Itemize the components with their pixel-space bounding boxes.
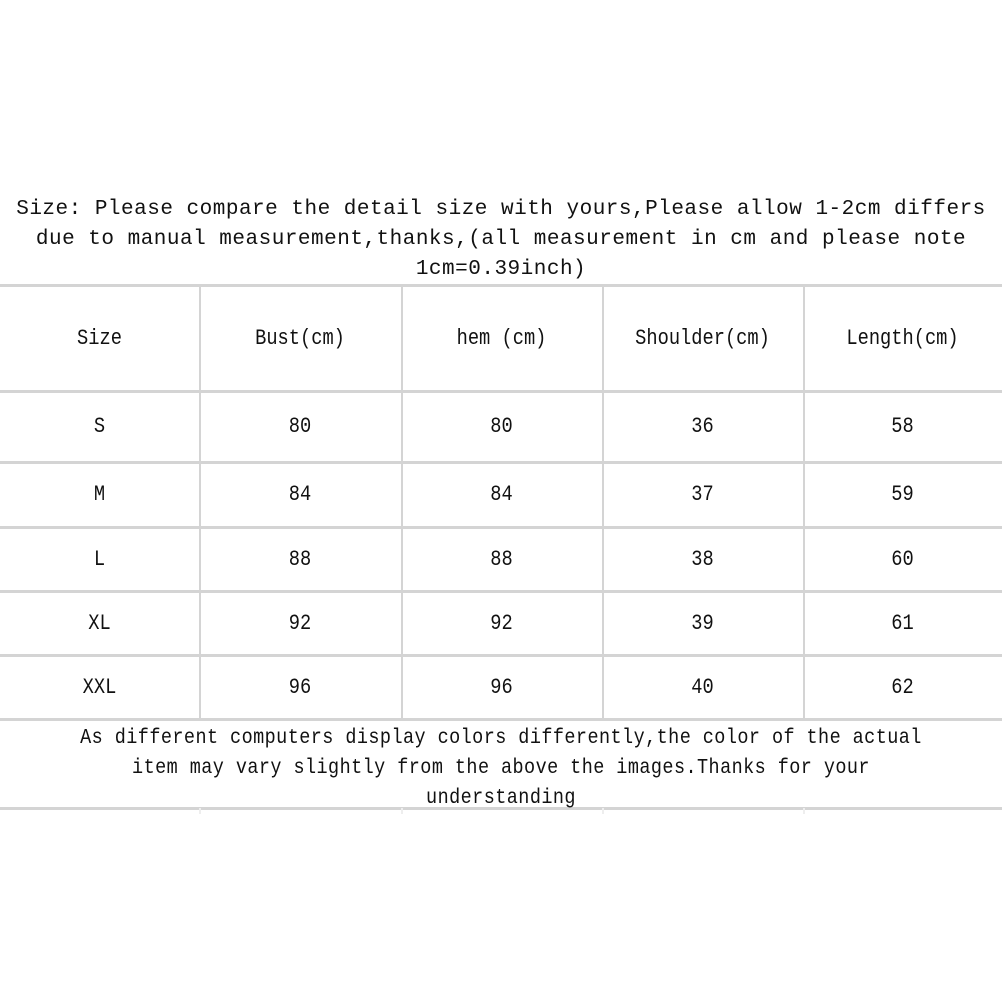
table-column-divider — [803, 808, 805, 814]
footer-line: understanding — [426, 787, 576, 810]
table-cell: 61 — [891, 610, 914, 636]
table-column-divider — [401, 808, 403, 814]
table-row-divider — [0, 654, 1002, 657]
table-cell: 88 — [490, 546, 513, 572]
table-cell: 92 — [490, 610, 513, 636]
table-cell: XXL — [82, 674, 117, 700]
table-row-divider — [0, 284, 1002, 287]
table-cell: 96 — [490, 674, 513, 700]
table-cell: 38 — [691, 546, 714, 572]
table-cell: 59 — [891, 482, 914, 507]
table-cell: L — [93, 546, 106, 572]
table-cell: 88 — [288, 546, 312, 572]
table-row-divider — [0, 390, 1002, 393]
footer-line: item may vary slightly from the above th… — [132, 757, 870, 780]
intro-line: due to manual measurement,thanks,(all me… — [35, 228, 967, 251]
table-column-divider — [602, 285, 604, 719]
table-cell: 80 — [288, 414, 312, 439]
table-cell: 36 — [691, 414, 714, 439]
table-row-divider — [0, 807, 1002, 810]
table-cell: 40 — [691, 674, 714, 700]
table-column-divider — [602, 808, 604, 814]
table-cell: 84 — [288, 482, 312, 507]
table-cell: XL — [88, 610, 111, 636]
table-cell: 58 — [891, 414, 914, 439]
table-cell: 37 — [691, 482, 714, 507]
table-cell: 39 — [691, 610, 714, 636]
table-column-divider — [803, 285, 805, 719]
table-cell: 80 — [490, 414, 513, 439]
table-column-divider — [199, 285, 201, 719]
table-row-divider — [0, 526, 1002, 529]
table-column-divider — [199, 808, 201, 814]
column-header: Length(cm) — [846, 325, 959, 351]
intro-line: Size: Please compare the detail size wit… — [16, 198, 986, 221]
column-header: hem (cm) — [456, 325, 547, 351]
table-cell: 84 — [490, 482, 513, 507]
table-cell: M — [93, 482, 106, 507]
column-header: Size — [77, 325, 122, 351]
table-row-divider — [0, 718, 1002, 721]
table-cell: 96 — [288, 674, 312, 700]
table-cell: S — [93, 414, 106, 439]
table-cell: 92 — [288, 610, 312, 636]
column-header: Bust(cm) — [255, 325, 345, 351]
table-row-divider — [0, 461, 1002, 464]
column-header: Shoulder(cm) — [635, 325, 770, 351]
footer-line: As different computers display colors di… — [80, 727, 922, 750]
table-row-divider — [0, 590, 1002, 593]
table-cell: 62 — [891, 674, 914, 700]
table-column-divider — [401, 285, 403, 719]
table-cell: 60 — [891, 546, 914, 572]
intro-line: 1cm=0.39inch) — [415, 258, 587, 281]
